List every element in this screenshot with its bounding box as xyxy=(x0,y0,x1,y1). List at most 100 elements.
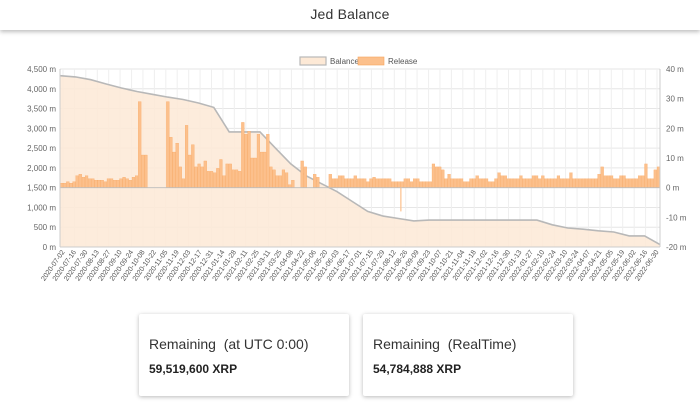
remaining-realtime-value: 54,784,888 XRP xyxy=(373,362,462,376)
release-bar xyxy=(656,166,661,188)
release-bar xyxy=(588,178,592,188)
release-bar xyxy=(513,178,517,188)
release-bar xyxy=(397,181,401,188)
release-bar xyxy=(466,181,470,188)
release-bar xyxy=(303,166,307,188)
release-bar xyxy=(209,171,214,188)
release-bar xyxy=(100,180,104,188)
release-bar xyxy=(463,181,467,188)
release-bar xyxy=(603,175,607,188)
release-bar xyxy=(491,181,495,188)
release-bar xyxy=(578,178,582,188)
release-bar xyxy=(431,163,435,188)
chart-legend[interactable]: Balance Release xyxy=(299,56,418,66)
release-bar xyxy=(341,175,345,188)
release-bar xyxy=(369,178,373,188)
release-bar xyxy=(456,178,460,188)
release-bar xyxy=(525,178,529,188)
y-left-tick-label: 2,500 m xyxy=(27,144,56,153)
release-bar xyxy=(516,178,520,188)
release-bar xyxy=(400,181,404,188)
release-bar xyxy=(166,101,170,188)
release-bar xyxy=(531,175,536,188)
release-bar xyxy=(138,101,142,188)
balance-series xyxy=(59,74,661,247)
release-bar xyxy=(328,174,332,188)
release-series xyxy=(60,101,661,212)
release-bar xyxy=(191,144,195,188)
release-bar xyxy=(366,181,370,188)
release-bar xyxy=(206,171,210,188)
y-left-tick-label: 1,500 m xyxy=(27,184,56,193)
release-bar xyxy=(597,174,601,188)
release-bar xyxy=(300,160,304,188)
release-bar xyxy=(544,178,548,188)
release-bar xyxy=(422,181,426,188)
release-bar xyxy=(425,181,429,188)
release-bar xyxy=(175,143,179,188)
release-bar xyxy=(81,177,86,188)
release-bar xyxy=(625,178,629,188)
release-bar xyxy=(116,180,120,188)
release-bar xyxy=(131,177,135,188)
release-bar xyxy=(628,178,632,188)
release-bar xyxy=(428,181,432,188)
release-bar xyxy=(63,183,67,188)
release-bar xyxy=(247,131,251,188)
release-bar xyxy=(538,178,542,188)
release-bar xyxy=(197,163,201,188)
release-bar xyxy=(288,184,292,188)
release-bar xyxy=(316,177,320,188)
release-bar xyxy=(447,174,451,188)
remaining-utc-value: 59,519,600 XRP xyxy=(149,362,238,376)
release-bar xyxy=(535,175,539,188)
release-bar xyxy=(350,178,354,188)
release-bar xyxy=(97,180,101,188)
release-bar xyxy=(119,178,123,188)
release-bar xyxy=(622,175,626,188)
release-bar xyxy=(122,177,126,188)
release-bar xyxy=(610,175,614,188)
release-bar xyxy=(72,181,76,188)
release-bar xyxy=(359,178,364,188)
y-left-tick-label: 0 m xyxy=(43,243,57,252)
balance-area xyxy=(60,75,660,247)
y-right-tick-label: 20 m xyxy=(666,124,684,133)
release-bar xyxy=(469,178,473,188)
release-bar xyxy=(556,175,561,188)
release-bar xyxy=(569,172,573,188)
release-bar xyxy=(378,178,382,188)
release-bar xyxy=(613,178,617,188)
release-bar xyxy=(141,154,145,188)
y-right-tick-label: 0 m xyxy=(666,184,680,193)
release-bar xyxy=(353,175,357,188)
release-bar xyxy=(509,178,514,188)
release-bar xyxy=(519,175,523,188)
release-bar xyxy=(475,175,479,188)
release-bar xyxy=(78,174,82,188)
release-bar xyxy=(216,168,220,188)
release-bar xyxy=(356,178,360,188)
release-bar xyxy=(600,166,604,188)
release-bar xyxy=(560,178,564,188)
release-bar xyxy=(110,178,114,188)
release-bar xyxy=(281,169,285,188)
release-bar xyxy=(547,178,551,188)
legend-label-balance: Balance xyxy=(330,57,359,66)
y-right-tick-label: 30 m xyxy=(666,95,684,104)
release-bar xyxy=(125,178,129,188)
release-bar xyxy=(635,178,639,188)
release-bar xyxy=(66,181,70,188)
release-bar xyxy=(550,178,554,188)
release-bar xyxy=(503,175,507,188)
release-bar xyxy=(144,154,148,188)
release-bar xyxy=(541,175,545,188)
y-left-tick-label: 1,000 m xyxy=(27,203,56,212)
y-left-tick-label: 2,000 m xyxy=(27,164,56,173)
y-left-tick-label: 4,500 m xyxy=(27,65,56,74)
release-bar xyxy=(69,183,73,188)
release-bar xyxy=(291,180,295,188)
release-bar xyxy=(219,159,223,188)
release-bar xyxy=(563,178,567,188)
y-left-tick-label: 500 m xyxy=(34,223,57,232)
